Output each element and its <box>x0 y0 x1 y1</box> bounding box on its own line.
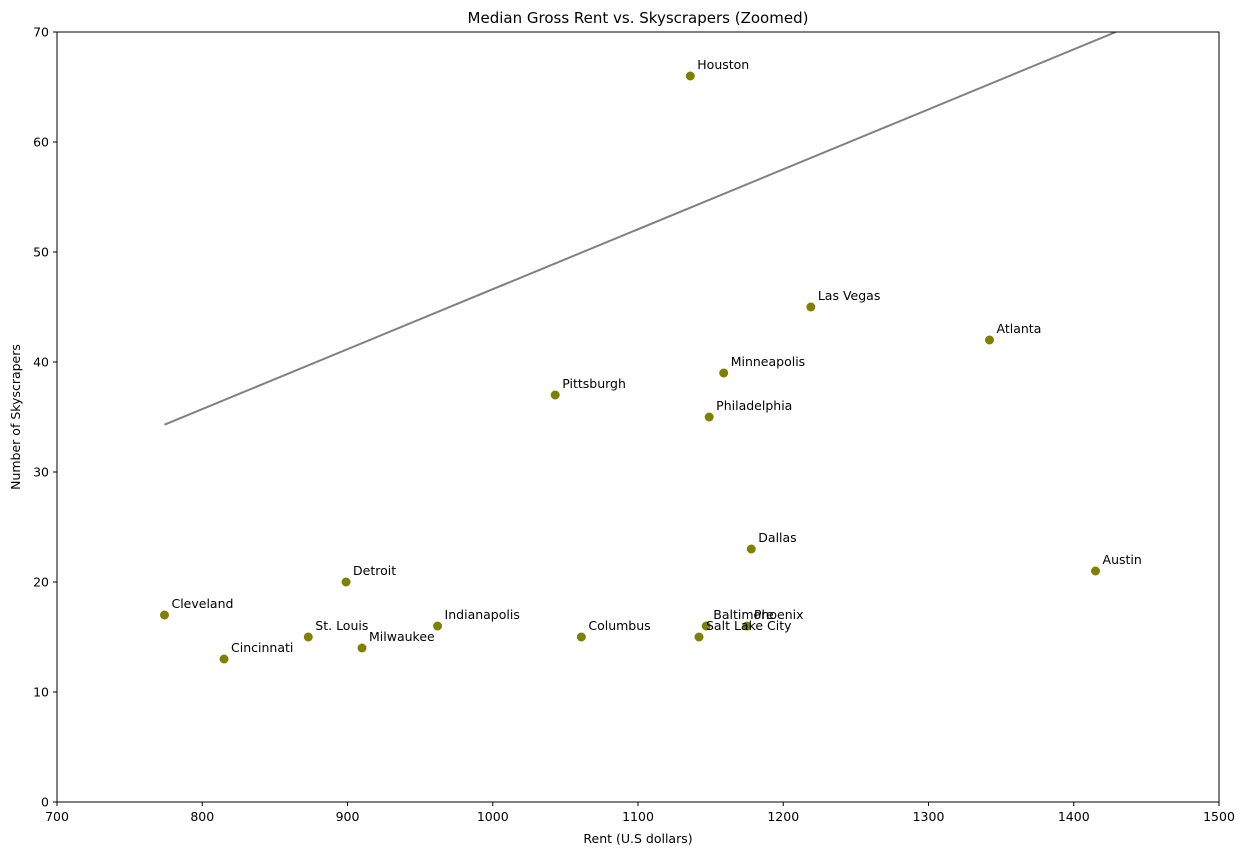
data-point <box>704 412 714 422</box>
data-point <box>985 335 995 345</box>
x-tick-label: 700 <box>45 809 69 824</box>
point-label: Las Vegas <box>818 288 881 303</box>
point-label: St. Louis <box>315 618 368 633</box>
x-tick-label: 1000 <box>477 809 509 824</box>
x-tick-label: 1400 <box>1058 809 1090 824</box>
y-tick-label: 60 <box>33 135 49 150</box>
y-tick-label: 70 <box>33 25 49 40</box>
point-label: Salt Lake City <box>706 618 792 633</box>
point-label: Dallas <box>758 530 796 545</box>
point-label: Columbus <box>588 618 650 633</box>
data-point <box>219 654 229 664</box>
point-label: Philadelphia <box>716 398 792 413</box>
point-label: Houston <box>697 57 749 72</box>
y-tick-label: 50 <box>33 245 49 260</box>
x-tick-label: 1500 <box>1203 809 1235 824</box>
point-label: Cincinnati <box>231 640 293 655</box>
point-label: Minneapolis <box>731 354 806 369</box>
data-point <box>550 390 560 400</box>
data-point <box>303 632 313 642</box>
y-axis-label: Number of Skyscrapers <box>8 344 23 490</box>
data-point <box>685 71 695 81</box>
point-label: Pittsburgh <box>562 376 626 391</box>
point-label: Indianapolis <box>445 607 520 622</box>
y-tick-label: 10 <box>33 685 49 700</box>
x-axis-label: Rent (U.S dollars) <box>583 831 692 846</box>
x-tick-label: 1300 <box>913 809 945 824</box>
point-label: Milwaukee <box>369 629 435 644</box>
data-point <box>159 610 169 620</box>
y-tick-label: 0 <box>41 795 49 810</box>
point-label: Cleveland <box>171 596 233 611</box>
chart-title: Median Gross Rent vs. Skyscrapers (Zoome… <box>468 9 809 27</box>
x-tick-label: 900 <box>336 809 360 824</box>
x-tick-label: 800 <box>190 809 214 824</box>
data-point <box>576 632 586 642</box>
point-label: Baltimore <box>713 607 774 622</box>
y-tick-label: 30 <box>33 465 49 480</box>
plot-frame <box>56 31 1220 803</box>
x-tick-label: 1200 <box>767 809 799 824</box>
point-label: Atlanta <box>997 321 1042 336</box>
data-point <box>719 368 729 378</box>
y-tick-label: 40 <box>33 355 49 370</box>
x-tick-label: 1100 <box>622 809 654 824</box>
data-point <box>742 621 752 631</box>
data-point <box>341 577 351 587</box>
data-point <box>746 544 756 554</box>
data-point <box>357 643 367 653</box>
point-label: Phoenix <box>754 607 804 622</box>
point-label: Detroit <box>353 563 396 578</box>
y-tick-label: 20 <box>33 575 49 590</box>
data-point <box>433 621 443 631</box>
point-label: Austin <box>1103 552 1142 567</box>
data-point <box>694 632 704 642</box>
data-point <box>806 302 816 312</box>
trend-line <box>164 32 1117 426</box>
data-point <box>1091 566 1101 576</box>
data-point <box>701 621 711 631</box>
